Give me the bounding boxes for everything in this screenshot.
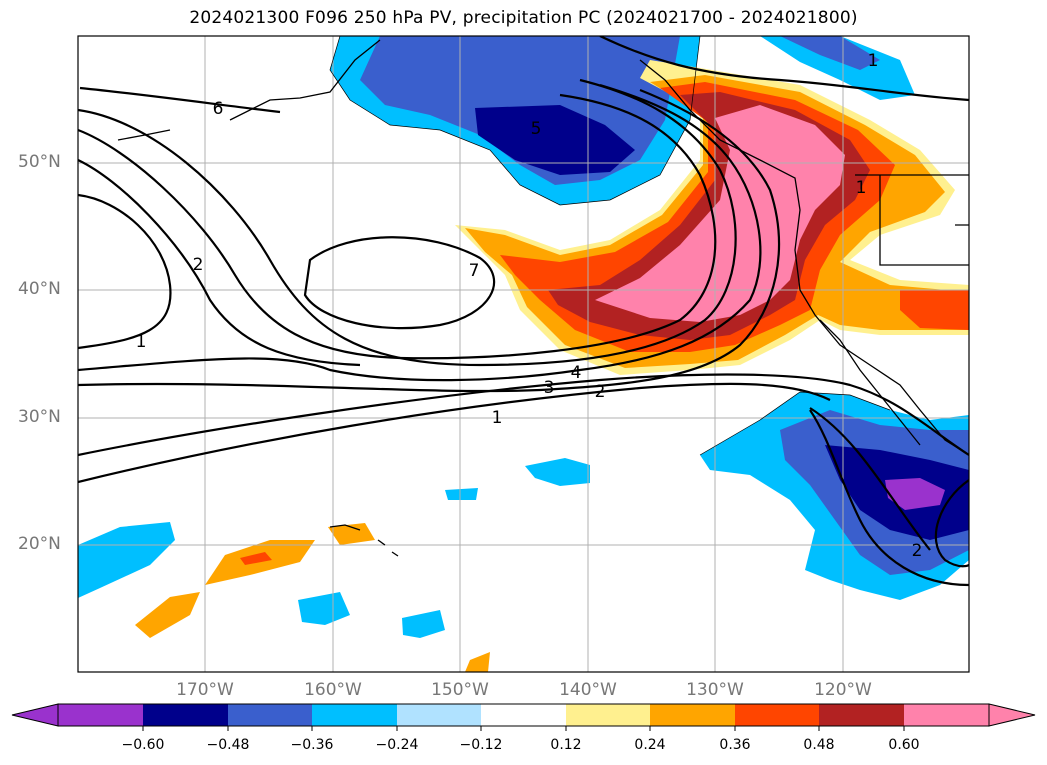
precipitation-fill bbox=[78, 36, 969, 672]
contour-label: 1 bbox=[868, 51, 879, 71]
colorbar bbox=[11, 703, 1036, 731]
colorbar-tick-label: −0.24 bbox=[375, 737, 419, 753]
colorbar-tick-label: 0.48 bbox=[803, 737, 835, 753]
map-title: 2024021300 F096 250 hPa PV, precipitatio… bbox=[189, 8, 858, 28]
contour-label: 2 bbox=[595, 382, 606, 402]
colorbar-tick-label: 0.24 bbox=[634, 737, 666, 753]
map-frame bbox=[77, 35, 970, 673]
colorbar-under-triangle bbox=[11, 703, 59, 727]
colorbar-tick-label: −0.48 bbox=[206, 737, 250, 753]
colorbar-tick-label: 0.12 bbox=[550, 737, 582, 753]
contour-label: 1 bbox=[136, 332, 147, 352]
contour-label: 2 bbox=[193, 255, 204, 275]
pv-contours bbox=[78, 36, 969, 587]
colorbar-tick-label: 0.36 bbox=[719, 737, 751, 753]
contour-label: 3 bbox=[544, 378, 555, 398]
colorbar-over-triangle bbox=[988, 703, 1036, 727]
colorbar-tick-label: −0.36 bbox=[290, 737, 334, 753]
lon-label-140w: 140°W bbox=[559, 680, 617, 700]
colorbar-tick-label: −0.12 bbox=[459, 737, 503, 753]
lon-label-130w: 130°W bbox=[686, 680, 744, 700]
lat-label-20n: 20°N bbox=[18, 534, 61, 554]
lon-label-160w: 160°W bbox=[304, 680, 362, 700]
coastlines bbox=[117, 39, 969, 557]
contour-label: 2 bbox=[912, 541, 923, 561]
contour-label: 7 bbox=[469, 261, 480, 281]
contour-label: 1 bbox=[856, 178, 867, 198]
lon-label-170w: 170°W bbox=[176, 680, 234, 700]
lat-label-40n: 40°N bbox=[18, 279, 61, 299]
lat-label-30n: 30°N bbox=[18, 407, 61, 427]
colorbar-tick-label: 0.60 bbox=[888, 737, 920, 753]
contour-label: 4 bbox=[571, 363, 582, 383]
contour-label: 6 bbox=[213, 99, 224, 119]
lon-label-120w: 120°W bbox=[814, 680, 872, 700]
lat-label-50n: 50°N bbox=[18, 152, 61, 172]
contour-label: 5 bbox=[531, 119, 542, 139]
colorbar-tick-label: −0.60 bbox=[121, 737, 165, 753]
contour-label: 1 bbox=[492, 408, 503, 428]
lon-label-150w: 150°W bbox=[431, 680, 489, 700]
